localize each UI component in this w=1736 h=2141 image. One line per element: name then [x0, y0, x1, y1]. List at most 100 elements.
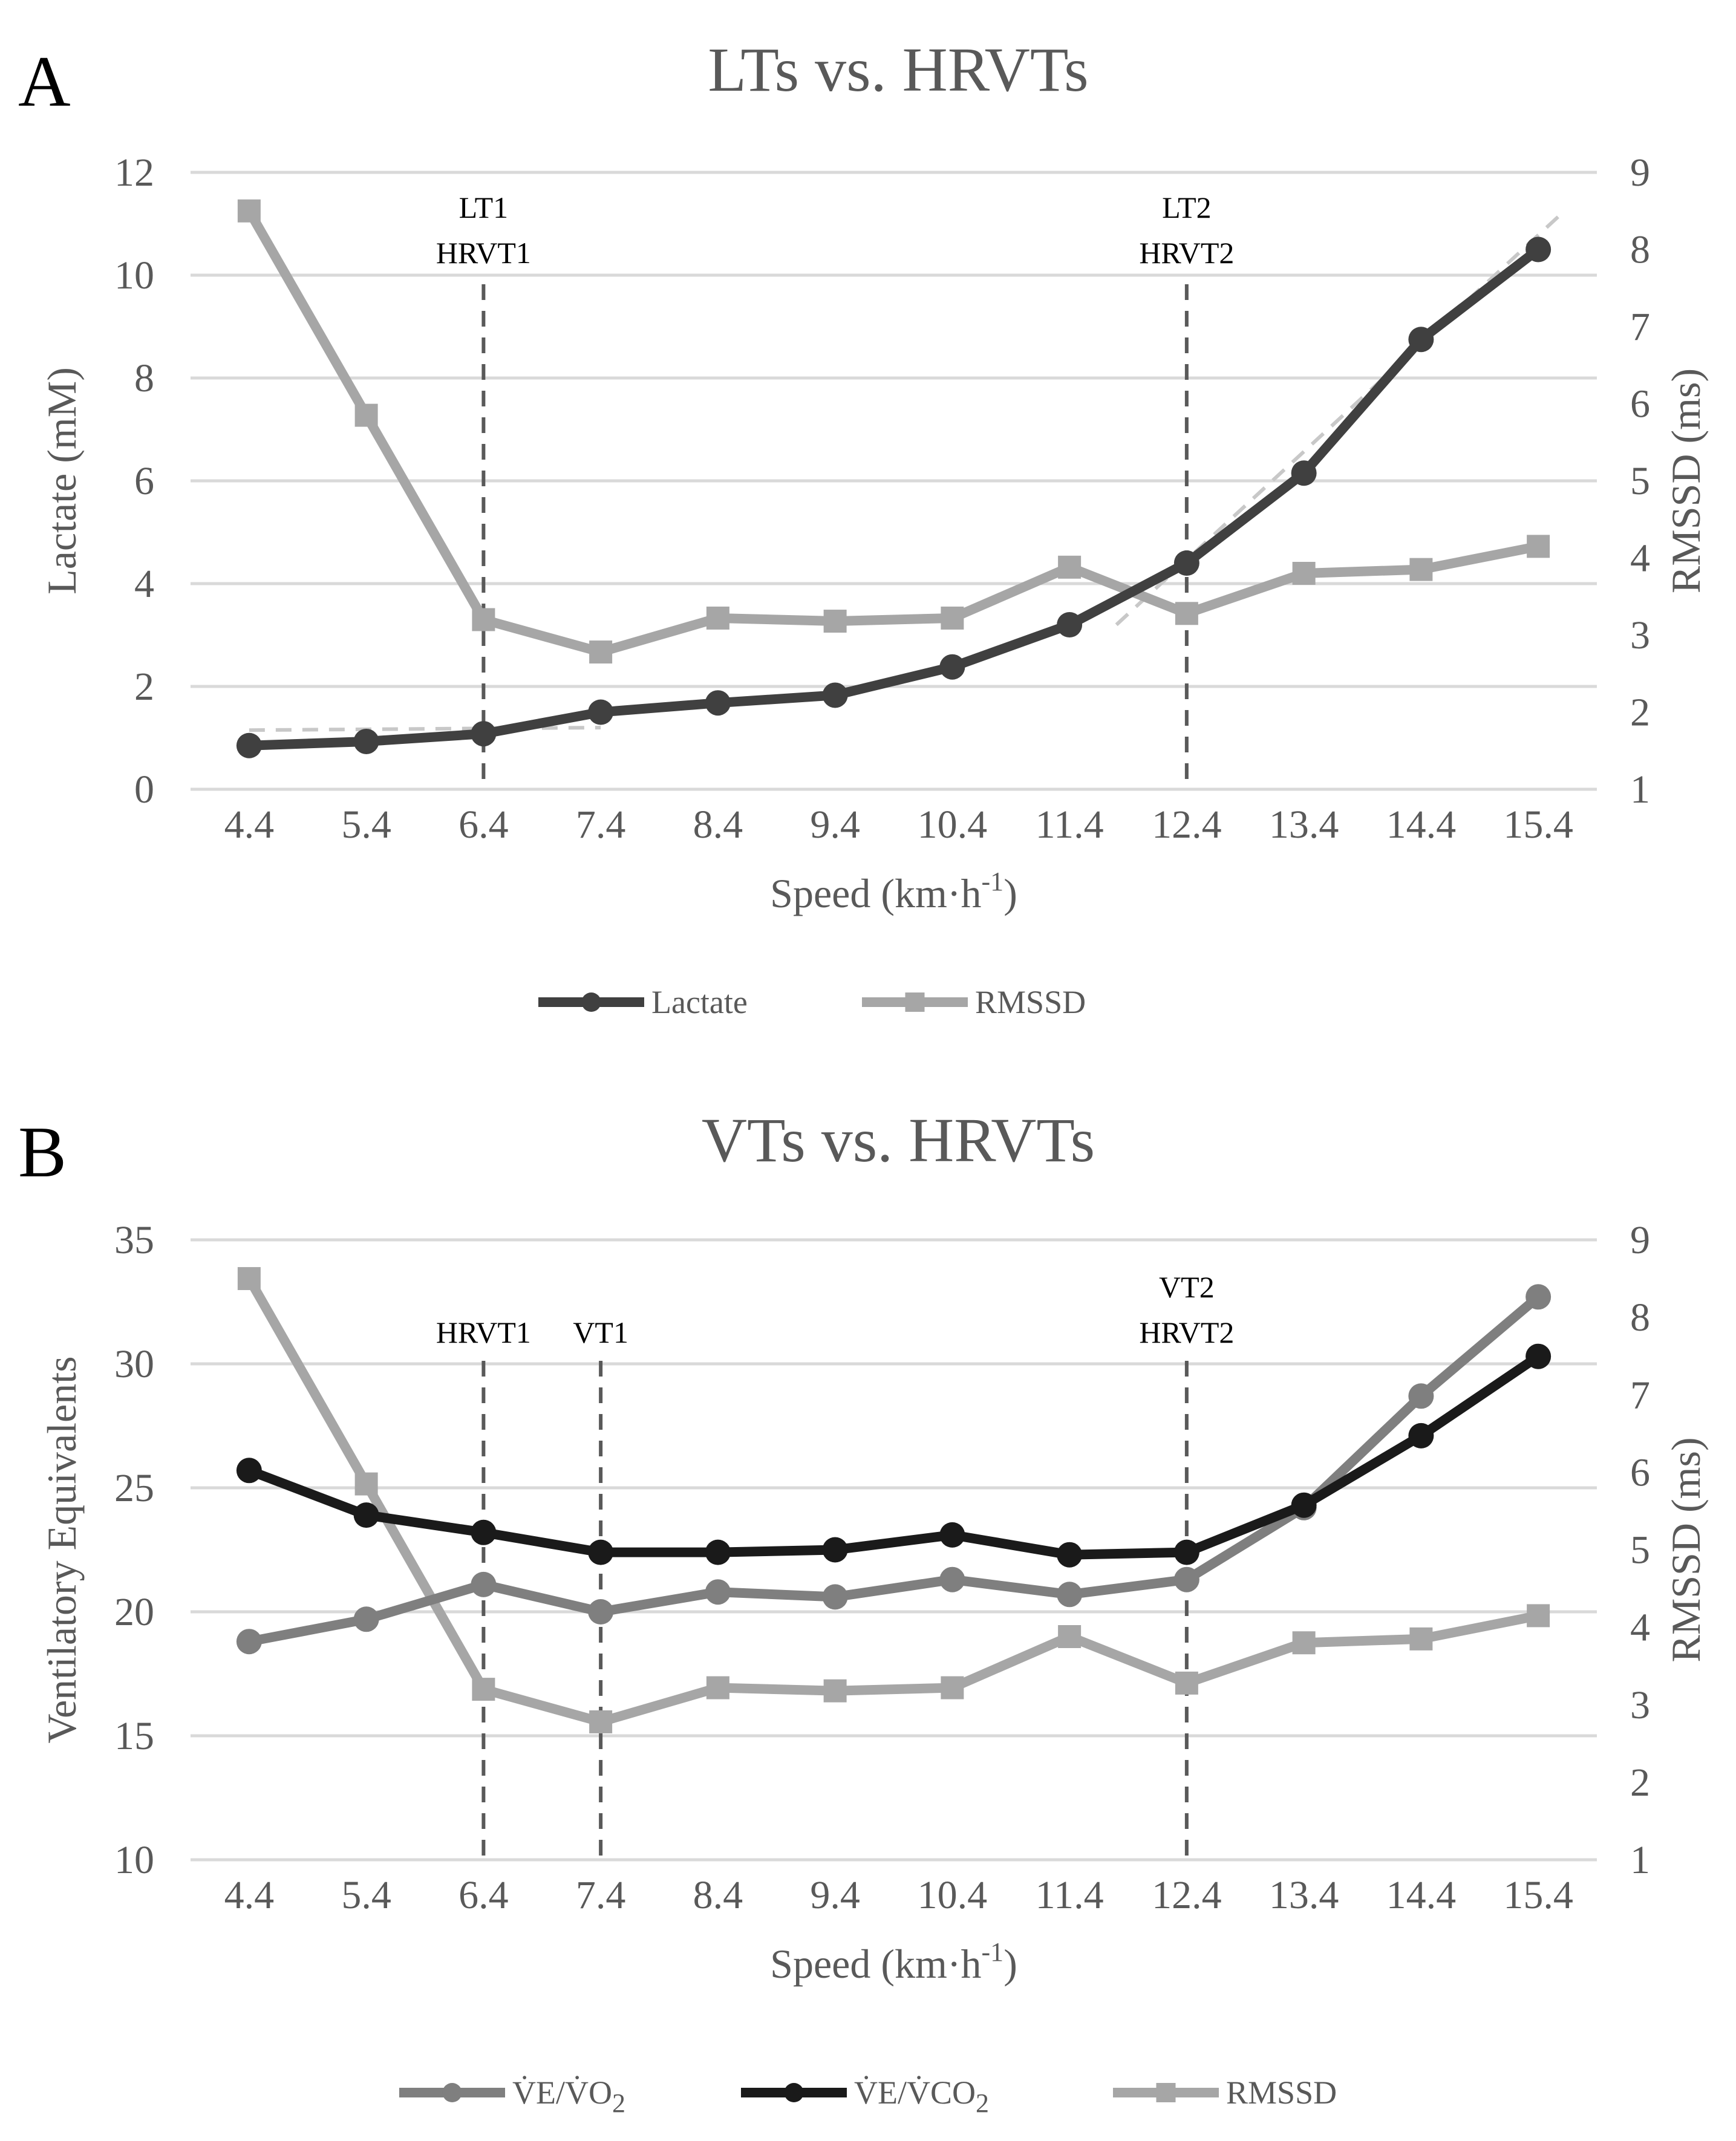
data-point: [471, 1519, 497, 1545]
data-point: [822, 1584, 848, 1610]
series-line: [244, 1276, 1539, 1727]
data-point: [354, 1472, 378, 1496]
trend-line: [1115, 212, 1563, 627]
series-line: [247, 1352, 1541, 1560]
data-point: [589, 1710, 613, 1733]
x-tick-label: 11.4: [1036, 803, 1104, 847]
data-point: [1408, 1422, 1434, 1449]
threshold-label: HRVT1: [436, 236, 531, 270]
threshold-label: HRVT2: [1139, 236, 1234, 270]
data-point: [1175, 1671, 1198, 1695]
data-point: [1409, 558, 1433, 581]
data-point: [1058, 1625, 1082, 1648]
data-point: [472, 608, 495, 631]
y-right-tick-label: 8: [1630, 1295, 1650, 1340]
data-point: [471, 721, 497, 747]
data-point: [353, 1606, 379, 1632]
x-axis-label: Speed (km·h-1): [770, 1937, 1017, 1987]
legend-marker: [905, 992, 925, 1012]
x-tick-label: 14.4: [1386, 803, 1457, 847]
legend-marker: [442, 2083, 462, 2102]
data-point: [353, 728, 379, 754]
y-right-tick-label: 1: [1630, 1838, 1650, 1882]
x-tick-label: 14.4: [1386, 1873, 1457, 1917]
data-point: [237, 1267, 261, 1291]
y-left-tick-label: 30: [114, 1342, 154, 1386]
data-point: [236, 1629, 262, 1655]
y-right-axis-label: RMSSD (ms): [1663, 1437, 1709, 1662]
series-line: [244, 208, 1539, 657]
x-tick-label: 13.4: [1269, 803, 1339, 847]
y-left-tick-label: 25: [114, 1466, 154, 1510]
x-tick-label: 15.4: [1503, 803, 1573, 847]
threshold-label: LT1: [459, 191, 509, 224]
legend-label: RMSSD: [1226, 2074, 1337, 2111]
x-tick-label: 8.4: [693, 1873, 743, 1917]
y-left-tick-label: 2: [134, 665, 154, 709]
y-left-tick-label: 0: [134, 767, 154, 812]
y-left-tick-label: 12: [114, 151, 154, 195]
y-right-tick-label: 5: [1630, 1528, 1650, 1572]
x-tick-label: 5.4: [341, 803, 391, 847]
data-point: [1526, 236, 1552, 262]
y-right-tick-label: 8: [1630, 228, 1650, 272]
y-left-axis-label: Ventilatory Equivalents: [39, 1356, 85, 1743]
y-right-tick-label: 6: [1630, 1450, 1650, 1494]
data-point: [705, 1539, 731, 1565]
threshold-label: HRVT1: [436, 1315, 531, 1349]
legend-marker: [784, 2083, 804, 2102]
data-point: [353, 1502, 379, 1528]
data-point: [1527, 535, 1550, 558]
data-point: [236, 732, 262, 758]
y-right-axis-label: RMSSD (ms): [1663, 368, 1709, 593]
data-point: [823, 1679, 847, 1703]
data-point: [1057, 1582, 1083, 1608]
y-right-tick-label: 9: [1630, 1218, 1650, 1262]
y-right-tick-label: 2: [1630, 691, 1650, 735]
x-tick-label: 11.4: [1036, 1873, 1104, 1917]
y-right-tick-label: 3: [1630, 1683, 1650, 1727]
data-point: [588, 699, 614, 725]
data-point: [1057, 612, 1083, 637]
data-point: [941, 1676, 964, 1699]
y-left-tick-label: 35: [114, 1218, 154, 1262]
data-point: [1291, 1492, 1317, 1518]
y-left-axis-label: Lactate (mM): [39, 367, 85, 595]
x-tick-label: 12.4: [1152, 1873, 1222, 1917]
data-point: [236, 1458, 262, 1484]
legend-label: V̇E/V̇CO2: [854, 2074, 989, 2118]
data-point: [822, 682, 848, 708]
data-point: [939, 1566, 965, 1592]
legend-label: RMSSD: [975, 984, 1086, 1020]
y-left-tick-label: 8: [134, 356, 154, 400]
x-tick-label: 7.4: [576, 1873, 626, 1917]
x-tick-label: 8.4: [693, 803, 743, 847]
x-tick-label: 5.4: [341, 1873, 391, 1917]
threshold-label: VT2: [1159, 1270, 1215, 1304]
x-tick-label: 9.4: [810, 1873, 860, 1917]
data-point: [1526, 1343, 1552, 1369]
x-tick-label: 4.4: [224, 803, 275, 847]
threshold-label: LT2: [1162, 191, 1212, 224]
x-tick-label: 13.4: [1269, 1873, 1339, 1917]
y-right-tick-label: 5: [1630, 459, 1650, 503]
x-tick-label: 6.4: [458, 803, 509, 847]
data-point: [1408, 327, 1434, 353]
data-point: [1175, 602, 1198, 625]
data-point: [1173, 1566, 1199, 1592]
legend-marker: [1156, 2083, 1176, 2102]
y-right-tick-label: 6: [1630, 382, 1650, 426]
data-point: [1058, 555, 1082, 579]
data-point: [1292, 1631, 1316, 1655]
panel-a-letter: A: [18, 41, 71, 122]
data-point: [939, 1522, 965, 1548]
data-point: [941, 606, 964, 630]
threshold-label: HRVT2: [1139, 1315, 1234, 1349]
legend-label: V̇E/V̇O2: [512, 2074, 625, 2118]
y-right-tick-label: 4: [1630, 536, 1650, 581]
y-left-tick-label: 10: [114, 1838, 154, 1882]
data-point: [706, 1676, 729, 1699]
x-tick-label: 4.4: [224, 1873, 275, 1917]
data-point: [1292, 562, 1316, 585]
